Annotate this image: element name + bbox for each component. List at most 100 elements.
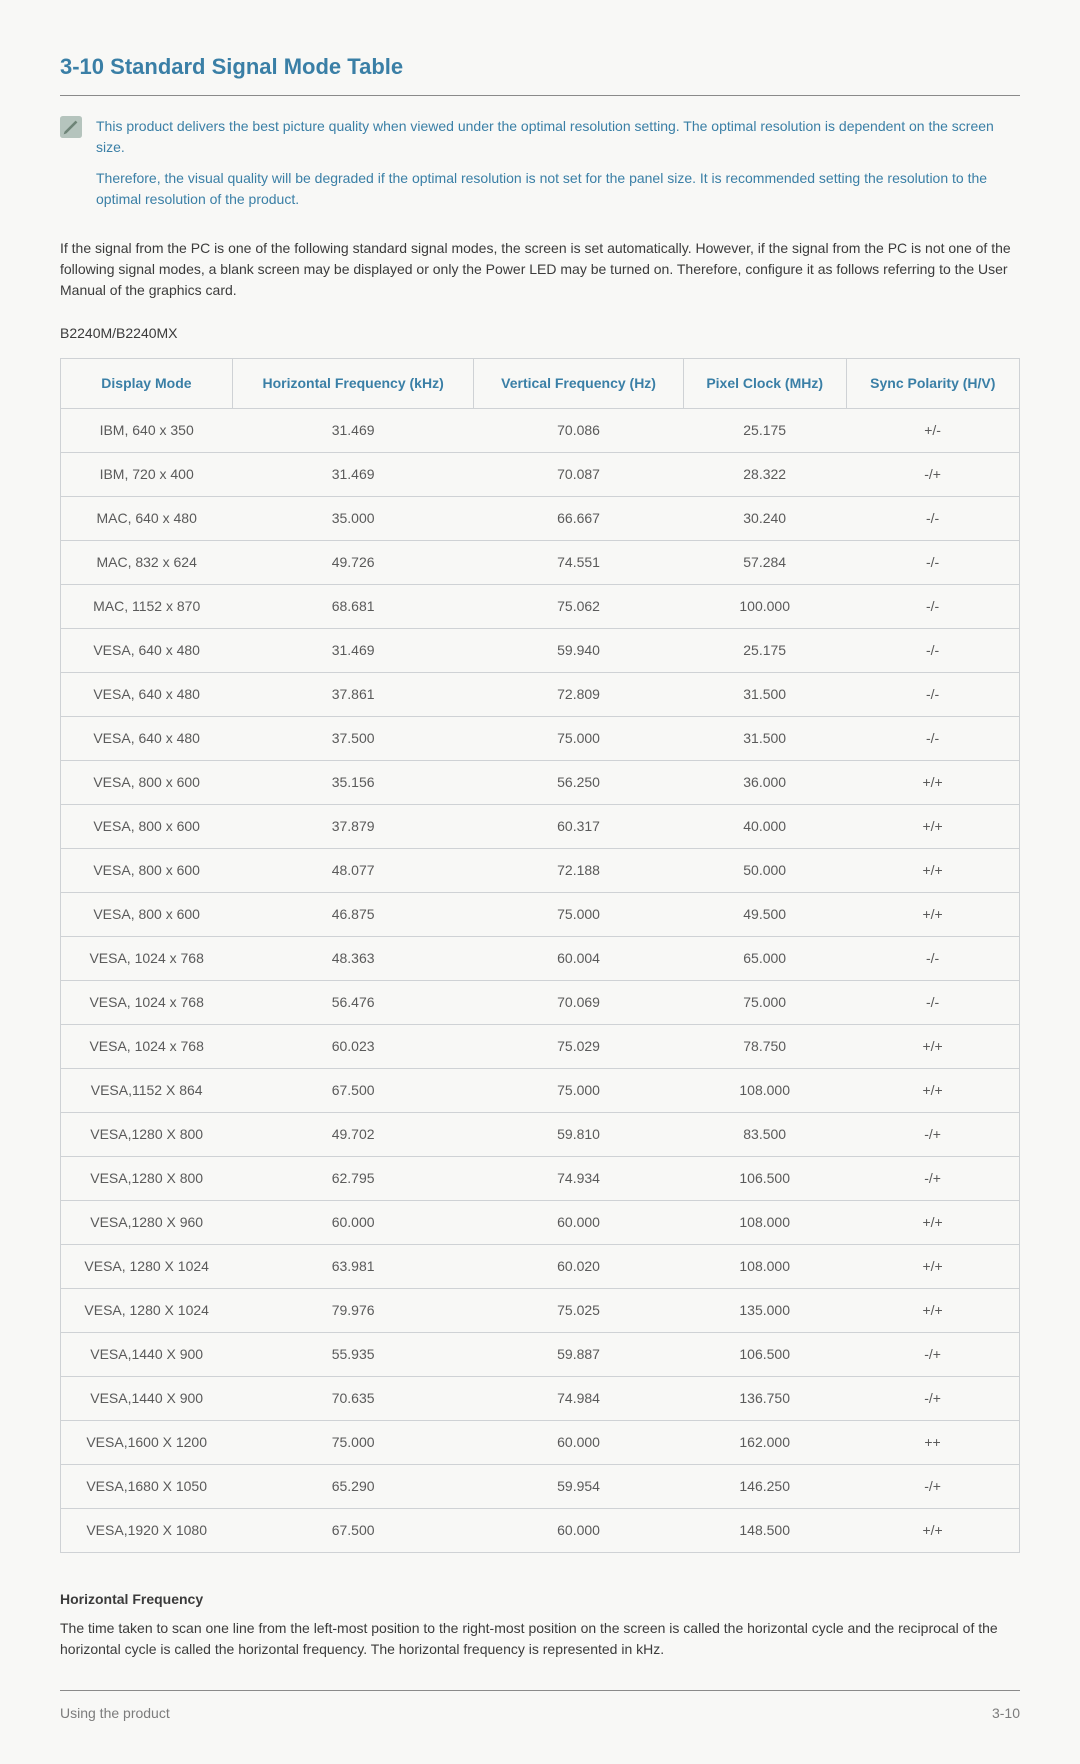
table-cell: 56.476 [232,981,474,1025]
table-cell: 35.000 [232,497,474,541]
table-cell: 78.750 [683,1025,846,1069]
section-title: 3-10 Standard Signal Mode Table [60,50,1020,96]
table-cell: 75.000 [474,893,683,937]
table-row: VESA, 1280 X 102479.97675.025135.000+/+ [61,1289,1020,1333]
table-cell: 75.000 [474,1069,683,1113]
table-cell: -/- [846,629,1019,673]
table-cell: -/- [846,585,1019,629]
table-row: VESA, 800 x 60046.87575.00049.500+/+ [61,893,1020,937]
table-cell: VESA,1600 X 1200 [61,1421,233,1465]
table-cell: -/- [846,981,1019,1025]
table-cell: 50.000 [683,849,846,893]
table-cell: 162.000 [683,1421,846,1465]
definition-title: Horizontal Frequency [60,1589,1020,1610]
table-row: VESA, 800 x 60048.07772.18850.000+/+ [61,849,1020,893]
table-cell: VESA, 800 x 600 [61,805,233,849]
table-row: VESA, 640 x 48031.46959.94025.175-/- [61,629,1020,673]
table-cell: 60.020 [474,1245,683,1289]
col-sync-polarity: Sync Polarity (H/V) [846,359,1019,409]
table-cell: VESA,1440 X 900 [61,1377,233,1421]
note-text: This product delivers the best picture q… [96,116,1020,220]
table-cell: 59.810 [474,1113,683,1157]
table-cell: VESA, 800 x 600 [61,849,233,893]
table-row: VESA, 1024 x 76856.47670.06975.000-/- [61,981,1020,1025]
table-cell: -/- [846,541,1019,585]
table-cell: 62.795 [232,1157,474,1201]
table-cell: 59.887 [474,1333,683,1377]
table-cell: VESA, 640 x 480 [61,717,233,761]
table-cell: 30.240 [683,497,846,541]
table-cell: -/- [846,673,1019,717]
table-cell: 49.726 [232,541,474,585]
note-paragraph-2: Therefore, the visual quality will be de… [96,168,1020,210]
table-cell: VESA,1280 X 800 [61,1157,233,1201]
table-cell: 68.681 [232,585,474,629]
table-cell: 31.500 [683,717,846,761]
col-display-mode: Display Mode [61,359,233,409]
table-cell: 37.879 [232,805,474,849]
table-cell: 36.000 [683,761,846,805]
table-cell: VESA, 800 x 600 [61,893,233,937]
table-cell: VESA, 640 x 480 [61,673,233,717]
table-cell: 108.000 [683,1245,846,1289]
table-row: MAC, 640 x 48035.00066.66730.240-/- [61,497,1020,541]
table-cell: VESA, 1024 x 768 [61,981,233,1025]
table-cell: VESA,1280 X 800 [61,1113,233,1157]
table-cell: VESA, 1024 x 768 [61,1025,233,1069]
table-cell: 70.087 [474,453,683,497]
table-cell: 60.000 [474,1201,683,1245]
table-cell: -/+ [846,1377,1019,1421]
note-box: This product delivers the best picture q… [60,116,1020,220]
table-cell: VESA, 640 x 480 [61,629,233,673]
table-cell: 49.702 [232,1113,474,1157]
table-cell: 59.940 [474,629,683,673]
definition-body: The time taken to scan one line from the… [60,1618,1020,1660]
signal-mode-table: Display Mode Horizontal Frequency (kHz) … [60,358,1020,1553]
table-cell: 67.500 [232,1509,474,1553]
table-cell: 83.500 [683,1113,846,1157]
table-cell: 31.469 [232,453,474,497]
table-cell: 35.156 [232,761,474,805]
table-cell: VESA, 1024 x 768 [61,937,233,981]
table-cell: -/+ [846,1157,1019,1201]
table-cell: +/+ [846,761,1019,805]
table-cell: 135.000 [683,1289,846,1333]
table-cell: 75.000 [474,717,683,761]
table-row: VESA,1680 X 105065.29059.954146.250-/+ [61,1465,1020,1509]
table-cell: 75.062 [474,585,683,629]
table-cell: MAC, 832 x 624 [61,541,233,585]
table-row: IBM, 640 x 35031.46970.08625.175+/- [61,409,1020,453]
table-row: VESA,1440 X 90070.63574.984136.750-/+ [61,1377,1020,1421]
table-cell: 74.984 [474,1377,683,1421]
table-cell: 49.500 [683,893,846,937]
table-cell: 31.500 [683,673,846,717]
table-cell: 65.290 [232,1465,474,1509]
table-cell: 146.250 [683,1465,846,1509]
table-cell: -/- [846,717,1019,761]
table-cell: 148.500 [683,1509,846,1553]
table-cell: +/+ [846,893,1019,937]
table-cell: 60.000 [232,1201,474,1245]
table-cell: 60.317 [474,805,683,849]
table-row: VESA, 1024 x 76860.02375.02978.750+/+ [61,1025,1020,1069]
table-cell: +/+ [846,1201,1019,1245]
body-paragraph: If the signal from the PC is one of the … [60,238,1020,301]
table-cell: VESA,1280 X 960 [61,1201,233,1245]
table-cell: 75.025 [474,1289,683,1333]
table-cell: 31.469 [232,629,474,673]
table-cell: 70.069 [474,981,683,1025]
table-row: VESA,1280 X 96060.00060.000108.000+/+ [61,1201,1020,1245]
table-cell: IBM, 640 x 350 [61,409,233,453]
table-cell: 55.935 [232,1333,474,1377]
table-cell: 63.981 [232,1245,474,1289]
table-cell: 37.500 [232,717,474,761]
table-cell: 25.175 [683,629,846,673]
table-cell: -/+ [846,1113,1019,1157]
table-cell: -/- [846,497,1019,541]
table-cell: 60.000 [474,1421,683,1465]
table-cell: 46.875 [232,893,474,937]
table-cell: 72.809 [474,673,683,717]
table-cell: +/+ [846,1245,1019,1289]
col-h-freq: Horizontal Frequency (kHz) [232,359,474,409]
table-cell: 136.750 [683,1377,846,1421]
